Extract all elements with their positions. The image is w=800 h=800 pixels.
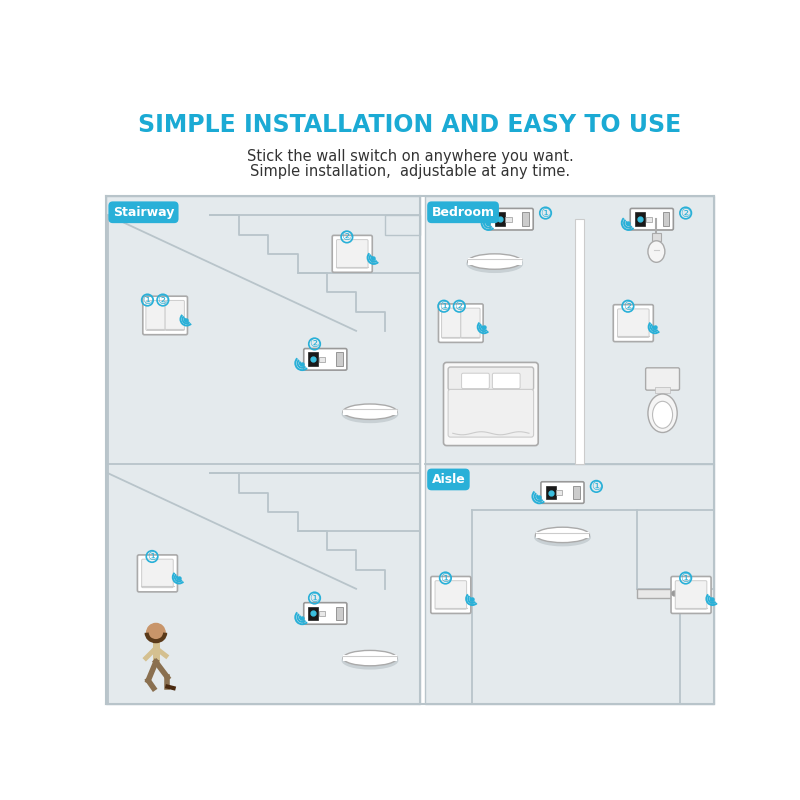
Bar	[506, 217, 512, 222]
FancyBboxPatch shape	[462, 373, 490, 389]
FancyBboxPatch shape	[146, 301, 165, 330]
Text: SIMPLE INSTALLATION AND EASY TO USE: SIMPLE INSTALLATION AND EASY TO USE	[138, 114, 682, 138]
Bar	[426, 196, 714, 464]
FancyBboxPatch shape	[332, 235, 372, 272]
Text: ②: ②	[454, 300, 465, 313]
Text: ②: ②	[158, 294, 168, 306]
Bar	[308, 606, 318, 620]
Bar	[106, 196, 420, 704]
FancyBboxPatch shape	[492, 373, 520, 389]
FancyBboxPatch shape	[461, 308, 480, 338]
FancyBboxPatch shape	[614, 305, 654, 342]
Ellipse shape	[343, 404, 397, 419]
Bar	[637, 589, 679, 598]
FancyBboxPatch shape	[337, 240, 368, 268]
Ellipse shape	[534, 529, 590, 546]
FancyBboxPatch shape	[630, 209, 674, 230]
Text: ①: ①	[440, 571, 450, 585]
Bar	[336, 353, 343, 366]
Text: ①: ①	[540, 206, 550, 219]
FancyBboxPatch shape	[448, 367, 534, 390]
Bar	[343, 655, 397, 661]
Text: Stick the wall switch on anywhere you want.: Stick the wall switch on anywhere you wa…	[246, 149, 574, 163]
FancyBboxPatch shape	[138, 555, 178, 592]
FancyBboxPatch shape	[442, 308, 461, 338]
Ellipse shape	[342, 406, 398, 422]
Ellipse shape	[653, 402, 673, 428]
Circle shape	[146, 623, 165, 642]
FancyBboxPatch shape	[142, 559, 174, 588]
FancyBboxPatch shape	[438, 304, 483, 342]
Ellipse shape	[343, 650, 397, 666]
FancyBboxPatch shape	[448, 390, 534, 437]
Text: ①: ①	[310, 591, 320, 605]
Bar	[662, 212, 670, 226]
Ellipse shape	[648, 394, 677, 433]
FancyBboxPatch shape	[675, 581, 707, 610]
Ellipse shape	[648, 241, 665, 262]
Text: ②: ②	[342, 230, 352, 243]
Bar	[535, 532, 590, 538]
FancyBboxPatch shape	[618, 309, 649, 338]
Text: ①: ①	[591, 480, 602, 493]
FancyBboxPatch shape	[646, 368, 679, 390]
Text: ②: ②	[681, 206, 691, 219]
Text: ②: ②	[622, 300, 633, 313]
Bar	[319, 357, 326, 362]
Text: ①: ①	[142, 294, 153, 306]
Bar	[336, 606, 343, 620]
FancyBboxPatch shape	[430, 577, 471, 614]
Text: ①: ①	[147, 550, 158, 563]
Bar	[308, 353, 318, 366]
Bar	[386, 215, 420, 234]
Ellipse shape	[467, 255, 522, 272]
FancyBboxPatch shape	[304, 349, 347, 370]
Bar	[646, 217, 652, 222]
Bar	[494, 212, 505, 226]
Bar	[574, 486, 580, 499]
FancyBboxPatch shape	[490, 209, 534, 230]
Ellipse shape	[468, 254, 522, 270]
Bar	[546, 486, 555, 499]
Text: ①: ①	[438, 300, 449, 313]
Bar	[556, 490, 562, 495]
Bar	[343, 409, 397, 414]
FancyBboxPatch shape	[143, 296, 187, 334]
Ellipse shape	[535, 527, 590, 542]
Bar	[652, 233, 661, 241]
Bar	[319, 611, 326, 616]
Text: Stairway: Stairway	[113, 206, 174, 218]
Text: ①: ①	[681, 571, 691, 585]
Bar	[655, 387, 670, 394]
Text: Simple installation,  adjustable at any time.: Simple installation, adjustable at any t…	[250, 164, 570, 179]
FancyBboxPatch shape	[541, 482, 584, 503]
Bar	[635, 212, 645, 226]
Bar	[426, 464, 714, 704]
FancyBboxPatch shape	[165, 301, 184, 330]
Text: ②: ②	[310, 338, 320, 350]
Text: Aisle: Aisle	[431, 473, 466, 486]
FancyBboxPatch shape	[435, 581, 466, 610]
Ellipse shape	[342, 652, 398, 669]
FancyBboxPatch shape	[304, 602, 347, 624]
FancyBboxPatch shape	[671, 577, 711, 614]
Bar	[468, 258, 522, 265]
FancyBboxPatch shape	[443, 362, 538, 446]
Bar	[522, 212, 530, 226]
Bar	[574, 219, 584, 464]
Text: Bedroom: Bedroom	[431, 206, 494, 218]
